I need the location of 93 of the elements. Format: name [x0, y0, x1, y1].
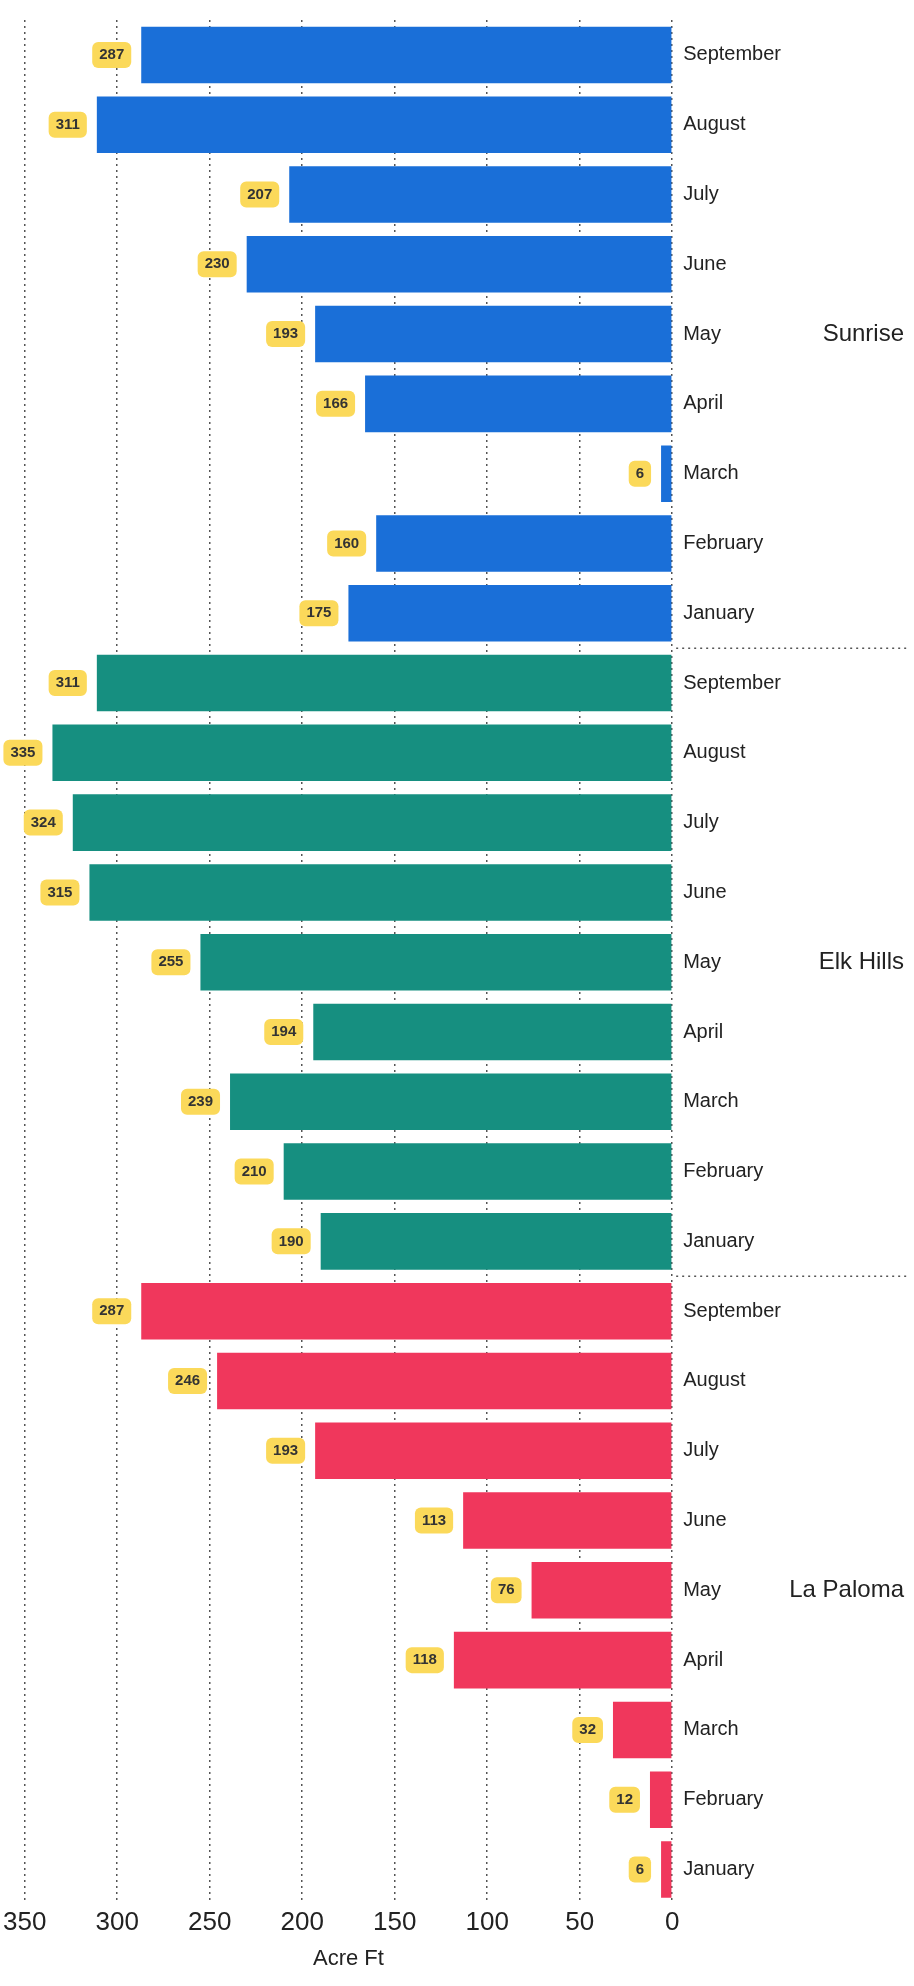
- data-label: 255: [158, 952, 184, 970]
- data-label: 311: [55, 673, 80, 691]
- data-label: 324: [30, 812, 57, 830]
- bar: [612, 1701, 672, 1759]
- y-tick-label: September: [683, 670, 782, 693]
- text: La Paloma: [789, 1574, 905, 1602]
- bar: [246, 236, 672, 293]
- bar: [376, 515, 672, 572]
- bar: [320, 1213, 672, 1270]
- bar: [89, 864, 672, 921]
- y-tick-label: March: [683, 1717, 739, 1740]
- data-label: 175: [306, 603, 332, 621]
- bar: [463, 1492, 672, 1549]
- bar: [365, 375, 672, 433]
- bar: [141, 1282, 672, 1340]
- data-label: 6: [635, 1859, 645, 1877]
- y-tick-label: February: [683, 1159, 764, 1182]
- bar: [661, 1841, 672, 1898]
- bar: [52, 724, 672, 782]
- y-tick-label: June: [683, 1508, 727, 1531]
- data-label: 194: [271, 1022, 297, 1040]
- data-label: 193: [273, 324, 299, 342]
- y-tick-label: January: [683, 1228, 755, 1251]
- y-tick-label: March: [683, 1089, 739, 1112]
- bar: [313, 1003, 672, 1061]
- data-label: 287: [99, 45, 125, 63]
- text: Sunrise: [822, 318, 904, 346]
- bar: [315, 305, 672, 363]
- y-tick-label: May: [683, 949, 721, 972]
- text: Elk Hills: [818, 946, 904, 974]
- y-tick-label: April: [683, 1019, 724, 1042]
- bar: [453, 1631, 672, 1689]
- y-tick-label: April: [683, 1647, 724, 1670]
- data-label: 207: [247, 184, 273, 202]
- data-label: 12: [616, 1789, 633, 1807]
- y-tick-label: July: [683, 810, 719, 833]
- bar: [348, 584, 672, 642]
- y-tick-label: May: [683, 321, 721, 344]
- bar: [661, 445, 672, 502]
- y-tick-label: August: [683, 112, 746, 135]
- bar: [230, 1073, 672, 1131]
- bar: [96, 654, 672, 712]
- bar: [531, 1562, 672, 1619]
- data-label: 230: [204, 254, 230, 272]
- y-tick-label: May: [683, 1577, 721, 1600]
- x-tick-label: 350: [2, 1906, 47, 1937]
- y-tick-label: January: [683, 600, 755, 623]
- data-label: 190: [278, 1231, 304, 1249]
- y-tick-label: July: [683, 182, 719, 204]
- x-tick-label: 300: [95, 1906, 139, 1937]
- bar: [315, 1422, 672, 1480]
- y-tick-label: September: [683, 1298, 782, 1321]
- data-label: 311: [55, 114, 80, 132]
- bar: [283, 1143, 672, 1200]
- bar: [96, 96, 672, 153]
- bar: [141, 26, 672, 84]
- y-tick-label: February: [683, 530, 764, 553]
- data-label: 118: [412, 1650, 437, 1668]
- bar: [72, 794, 672, 851]
- data-label: 335: [10, 742, 36, 760]
- data-label: 287: [99, 1301, 125, 1319]
- y-tick-label: April: [683, 391, 724, 414]
- data-label: 239: [188, 1091, 214, 1109]
- y-tick-label: March: [683, 461, 739, 484]
- x-tick-label: 250: [187, 1906, 232, 1937]
- data-label: 32: [579, 1720, 596, 1738]
- y-tick-label: August: [683, 1368, 746, 1391]
- y-tick-label: September: [683, 42, 782, 65]
- y-tick-label: August: [683, 740, 746, 763]
- x-tick-label: 50: [565, 1906, 595, 1937]
- bar: [200, 933, 672, 991]
- data-label: 246: [175, 1371, 201, 1389]
- bar: [649, 1771, 672, 1828]
- data-label: 113: [421, 1510, 447, 1528]
- data-label: 160: [334, 533, 360, 551]
- data-label: 166: [323, 394, 349, 411]
- y-tick-label: January: [683, 1857, 755, 1880]
- data-label: 210: [241, 1161, 267, 1179]
- y-tick-label: July: [683, 1438, 719, 1461]
- data-label: 193: [273, 1440, 299, 1458]
- x-tick-label: 200: [280, 1906, 324, 1937]
- data-label: 76: [497, 1580, 515, 1598]
- y-tick-label: June: [683, 879, 727, 902]
- x-tick-label: 100: [465, 1906, 509, 1937]
- x-axis-title: Acre Ft: [312, 1944, 384, 1970]
- bar: [217, 1352, 672, 1410]
- data-label: 6: [635, 463, 645, 481]
- y-tick-label: June: [683, 251, 727, 274]
- y-tick-label: February: [683, 1787, 764, 1810]
- x-tick-label: 150: [372, 1906, 417, 1937]
- x-tick-label: 0: [664, 1906, 680, 1937]
- data-label: 315: [47, 882, 73, 900]
- bar: [289, 166, 672, 223]
